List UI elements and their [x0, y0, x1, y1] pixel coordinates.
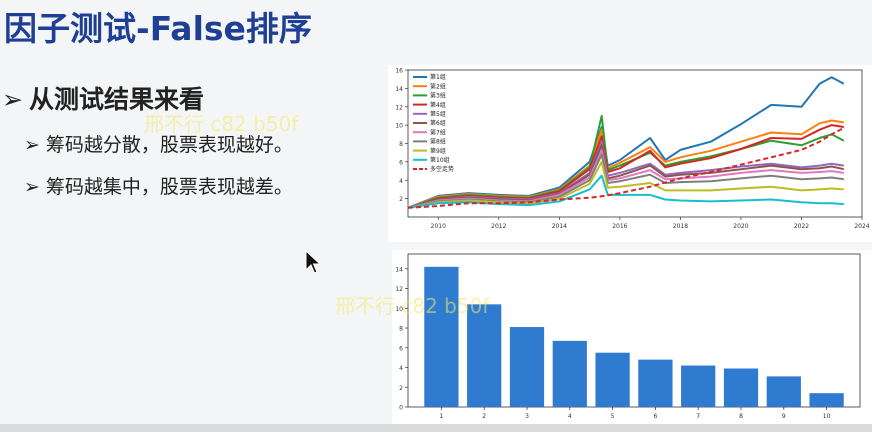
y-tick-label: 0 — [399, 405, 403, 412]
legend-label: 第10组 — [430, 156, 450, 164]
y-tick-label: 14 — [395, 266, 403, 273]
bar — [595, 352, 630, 407]
x-tick-label: 7 — [696, 413, 700, 420]
bar — [467, 304, 502, 407]
arrow-bullet-icon: ➢ — [2, 85, 23, 114]
y-tick-label: 16 — [395, 68, 403, 75]
x-tick-label: 2016 — [612, 223, 627, 230]
bar — [809, 393, 844, 407]
legend-label: 第5组 — [430, 110, 446, 118]
bottom-bar — [0, 424, 872, 432]
bar — [509, 327, 545, 407]
y-tick-label: 8 — [399, 141, 403, 148]
x-tick-label: 9 — [782, 413, 786, 420]
x-tick-label: 1 — [439, 413, 443, 420]
bar — [766, 376, 801, 407]
y-tick-label: 4 — [399, 365, 403, 372]
legend-label: 第9组 — [430, 147, 446, 155]
watermark-text: 邢不行 c82 b50f — [335, 294, 490, 318]
series-line — [407, 174, 844, 209]
x-tick-label: 2020 — [733, 223, 748, 230]
x-tick-label: 6 — [653, 413, 657, 420]
x-tick-label: 2010 — [431, 223, 446, 230]
arrow-bullet-icon: ➢ — [24, 176, 40, 198]
bar — [638, 359, 673, 407]
main-bullet-text: 从测试结果来看 — [28, 85, 204, 114]
x-tick-label: 3 — [525, 413, 529, 420]
y-tick-label: 12 — [395, 104, 403, 111]
sub-bullet-2: ➢ 筹码越集中，股票表现越差。 — [24, 172, 293, 199]
y-tick-label: 4 — [399, 178, 403, 185]
x-tick-label: 2022 — [794, 223, 809, 230]
x-tick-label: 2014 — [552, 223, 567, 230]
main-bullet: ➢ 从测试结果来看 — [2, 80, 204, 116]
x-tick-label: 2024 — [854, 223, 869, 230]
series-line — [407, 127, 845, 209]
x-tick-label: 4 — [568, 413, 572, 420]
slide-title: 因子测试-False排序 — [4, 9, 312, 48]
y-tick-label: 14 — [395, 86, 403, 93]
x-tick-label: 2018 — [673, 223, 688, 230]
line-chart-panel: 2 4 6 8 10 12 14 16 2010 2012 2014 2016 2018 2020 2022… — [388, 65, 872, 242]
watermark-text: 邢不行 c82 b50f — [144, 112, 299, 136]
y-tick-label: 2 — [399, 385, 403, 392]
legend-label: 第1组 — [430, 73, 446, 81]
x-tick-label: 5 — [611, 413, 615, 420]
bar — [424, 266, 459, 407]
x-tick-label: 2012 — [491, 223, 506, 230]
legend-label: 第3组 — [430, 92, 446, 100]
y-tick-label: 6 — [399, 345, 403, 352]
legend-label: 第8组 — [430, 138, 446, 146]
line-chart: 2 4 6 8 10 12 14 16 2010 2012 2014 2016 2018 2020 2022… — [395, 68, 869, 231]
x-tick-label: 10 — [823, 413, 831, 420]
bar — [681, 365, 716, 407]
sub-bullet-text: 筹码越分散，股票表现越好。 — [45, 134, 293, 156]
legend-label: 第2组 — [430, 82, 446, 90]
sub-bullet-1: ➢ 筹码越分散，股票表现越好。 — [24, 130, 293, 157]
x-tick-label: 2 — [482, 413, 486, 420]
legend-label: 第7组 — [430, 128, 446, 136]
y-tick-label: 10 — [395, 306, 403, 313]
legend-label: 第4组 — [430, 101, 446, 109]
y-tick-label: 2 — [399, 196, 403, 203]
y-tick-label: 6 — [399, 159, 403, 166]
legend-label: 多空走势 — [430, 165, 454, 173]
y-tick-label: 12 — [395, 286, 403, 293]
bar-chart-panel: 0 2 4 6 8 10 12 14 1 2 3 4 5 6 7 8 9 10 — [392, 250, 872, 424]
sub-bullet-text: 筹码越集中，股票表现越差。 — [45, 176, 293, 198]
y-tick-label: 10 — [395, 123, 403, 130]
bar — [552, 340, 587, 407]
y-tick-label: 8 — [399, 326, 403, 333]
mouse-cursor-icon — [305, 249, 322, 280]
bar — [723, 368, 759, 407]
legend-label: 第6组 — [430, 119, 446, 127]
plot-frame — [407, 253, 861, 408]
arrow-bullet-icon: ➢ — [24, 134, 40, 156]
x-tick-label: 8 — [739, 413, 743, 420]
